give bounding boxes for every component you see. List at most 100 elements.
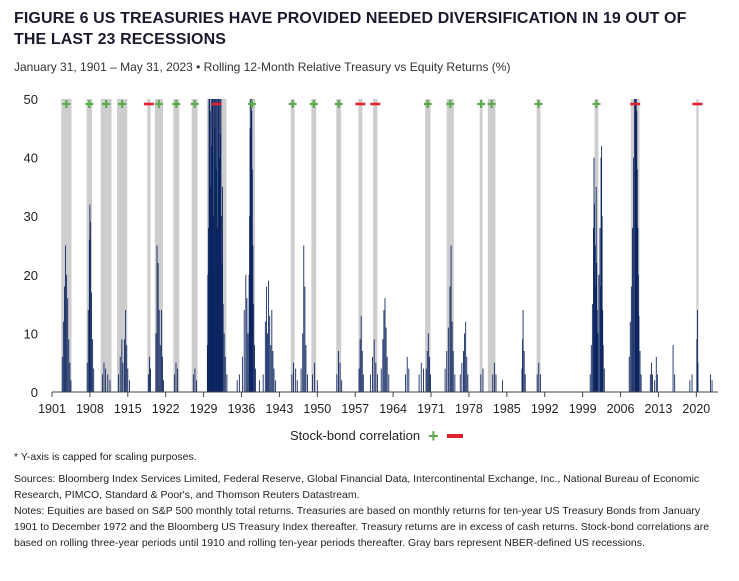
return-bar-169 [466, 356, 468, 392]
recession-band-7 [191, 99, 198, 392]
x-tick-label-5: 1936 [228, 402, 256, 416]
x-tick-label-7: 1950 [303, 402, 331, 416]
return-bar-55 [210, 99, 212, 392]
return-bar-65 [216, 99, 218, 392]
return-bar-234 [697, 362, 699, 392]
return-bar-20 [107, 374, 109, 392]
correlation-plus-marker-15 [423, 100, 432, 108]
y-tick-label-2: 20 [24, 268, 38, 283]
return-bar-102 [265, 286, 267, 392]
return-bar-191 [594, 286, 596, 392]
return-bar-82 [238, 374, 240, 392]
return-bar-108 [272, 350, 274, 392]
return-bar-143 [386, 356, 388, 392]
return-bar-11 [88, 239, 90, 392]
return-bar-60 [213, 99, 215, 392]
return-bar-218 [637, 274, 639, 392]
x-tick-label-9: 1964 [379, 402, 407, 416]
return-bar-9 [86, 362, 88, 392]
return-bar-224 [652, 374, 653, 392]
return-bar-90 [249, 128, 251, 393]
return-bar-73 [220, 99, 222, 392]
return-bar-227 [656, 374, 658, 392]
x-tick-label-14: 1999 [569, 402, 597, 416]
x-tick-label-1: 1908 [76, 402, 104, 416]
return-bar-200 [600, 157, 602, 392]
correlation-plus-marker-10 [288, 100, 297, 108]
return-bar-64 [215, 169, 217, 392]
return-bar-161 [451, 321, 453, 392]
return-bar-151 [425, 368, 427, 392]
return-bar-103 [267, 333, 268, 392]
return-bar-162 [452, 350, 454, 392]
recession-band-6 [173, 99, 180, 392]
return-bar-106 [270, 345, 272, 392]
return-bar-228 [672, 345, 674, 392]
return-bar-140 [383, 309, 385, 392]
return-bar-117 [303, 245, 305, 392]
chart-subtitle: January 31, 1901 – May 31, 2023 • Rollin… [14, 60, 511, 74]
return-bar-212 [634, 99, 636, 392]
return-bar-226 [655, 356, 657, 392]
return-bar-134 [372, 356, 373, 392]
return-bar-194 [596, 263, 598, 392]
return-bar-232 [696, 339, 698, 392]
return-bar-220 [639, 350, 641, 392]
return-bar-38 [159, 345, 161, 392]
return-bar-15 [92, 339, 94, 392]
return-bar-34 [155, 333, 157, 392]
return-bar-211 [634, 99, 636, 392]
return-bar-66 [216, 99, 218, 392]
correlation-plus-marker-12 [334, 100, 343, 108]
x-tick-label-2: 1915 [114, 402, 142, 416]
return-bar-203 [602, 309, 604, 392]
return-bar-87 [247, 333, 249, 392]
recession-band-2 [100, 99, 112, 392]
return-bar-172 [482, 368, 484, 392]
return-bar-104 [268, 280, 270, 392]
recession-band-16 [446, 99, 454, 392]
return-bar-59 [212, 216, 214, 392]
return-bar-41 [163, 380, 164, 392]
return-bar-188 [593, 227, 594, 392]
return-bar-30 [128, 380, 130, 392]
return-bar-225 [654, 380, 656, 392]
legend-label: Stock-bond correlation [290, 428, 421, 443]
return-bar-98 [255, 368, 257, 392]
x-tick-label-12: 1985 [493, 402, 521, 416]
return-bar-207 [629, 321, 631, 392]
return-bar-54 [210, 186, 212, 392]
return-bar-3 [65, 245, 66, 392]
return-bar-76 [222, 186, 223, 392]
x-tick-label-6: 1943 [266, 402, 294, 416]
return-bar-163 [454, 374, 456, 392]
notes-block: Sources: Bloomberg Index Services Limite… [14, 471, 726, 551]
return-bar-132 [362, 374, 364, 392]
return-bar-115 [300, 368, 302, 392]
correlation-minus-marker-21 [630, 102, 641, 106]
return-bar-159 [449, 286, 451, 392]
return-bar-175 [495, 374, 497, 392]
return-bar-183 [538, 362, 540, 392]
x-tick-label-4: 1929 [190, 402, 218, 416]
return-bar-81 [236, 380, 238, 392]
return-bar-23 [119, 356, 121, 392]
return-bar-139 [382, 339, 384, 392]
return-bar-32 [149, 356, 150, 392]
correlation-plus-marker-11 [309, 100, 318, 108]
return-bar-219 [638, 315, 640, 392]
return-bar-21 [109, 380, 111, 392]
x-tick-label-13: 1992 [531, 402, 559, 416]
return-bar-62 [214, 128, 216, 393]
correlation-plus-marker-3 [118, 100, 127, 108]
return-bar-68 [217, 99, 219, 392]
return-bar-131 [361, 350, 363, 392]
return-bar-5 [67, 298, 69, 392]
legend-minus-icon [446, 433, 463, 438]
return-bar-28 [126, 345, 128, 392]
return-bar-196 [597, 333, 599, 392]
return-bar-230 [689, 380, 691, 392]
recession-band-3 [116, 99, 128, 392]
return-bar-166 [463, 350, 464, 392]
x-tick-label-15: 2006 [607, 402, 635, 416]
